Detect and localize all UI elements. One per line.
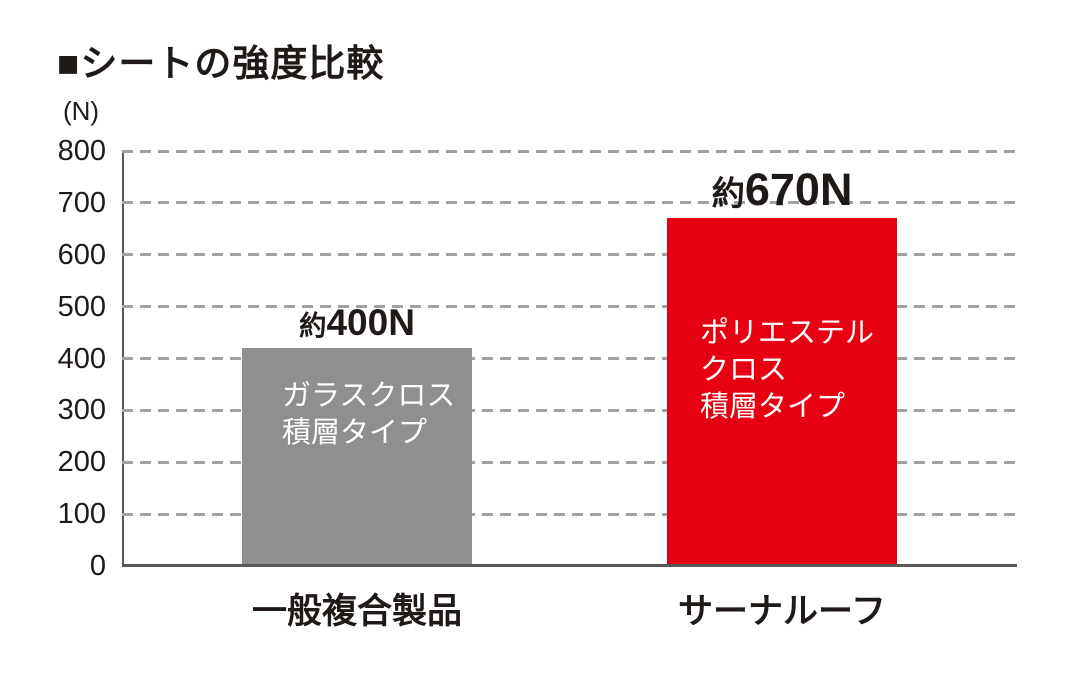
x-category-label: サーナルーフ — [678, 592, 886, 631]
gridline — [122, 460, 1017, 464]
gridline — [122, 512, 1017, 516]
bar-inner-label-line: ガラスクロス — [282, 380, 456, 413]
gridline — [122, 305, 1017, 309]
x-category-label: 一般複合製品 — [251, 592, 463, 631]
gridline — [122, 408, 1017, 412]
bar-inner-label: ガラスクロス 積層タイプ — [282, 378, 455, 452]
gridline — [122, 201, 1017, 205]
y-tick-label: 200 — [57, 446, 106, 479]
y-tick-label: 800 — [57, 135, 106, 167]
x-axis-line — [122, 564, 1017, 567]
bar-sarnaroof: ポリエステル クロス積層タイプ — [667, 218, 897, 566]
y-tick-label: 300 — [57, 394, 106, 427]
gridline — [122, 357, 1017, 360]
y-axis-unit-label: (N) — [63, 96, 100, 126]
bar-inner-label-line: 積層タイプ — [282, 417, 428, 450]
y-tick-label: 100 — [57, 498, 106, 531]
bar-inner-label: ポリエステル クロス積層タイプ — [700, 315, 874, 426]
bar-general-composite: ガラスクロス 積層タイプ — [242, 348, 472, 566]
bar-inner-label-line: クロス — [700, 354, 788, 387]
y-tick-label: 0 — [89, 550, 106, 582]
plot-area: 800 700 600 500 400 300 200 100 0 ガラスクロス 積層タイプ 約400… — [58, 135, 1017, 631]
bar-inner-label-line: ポリエステル — [700, 317, 875, 350]
bar-value-label: 約670N — [711, 164, 853, 216]
y-tick-label: 400 — [57, 342, 106, 375]
bar-inner-label-line: 積層タイプ — [700, 391, 846, 424]
gridline — [122, 149, 1017, 153]
y-tick-label: 500 — [57, 290, 106, 323]
y-tick-label: 700 — [57, 186, 106, 219]
chart-title: ■シートの強度比較 — [57, 43, 385, 84]
bar-value-label: 約400N — [299, 302, 415, 344]
y-tick-label: 600 — [57, 238, 106, 271]
gridline — [122, 253, 1017, 257]
